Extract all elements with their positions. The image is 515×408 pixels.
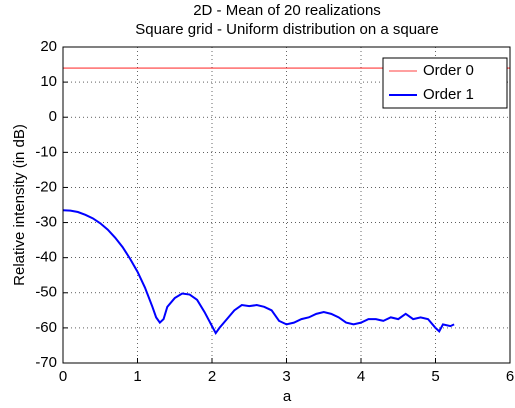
- y-tick-label: -40: [35, 249, 57, 266]
- x-axis-label: a: [283, 388, 292, 405]
- x-tick-label: 4: [357, 368, 365, 385]
- x-tick-label: 1: [133, 368, 141, 385]
- y-tick-label: -60: [35, 319, 57, 336]
- y-tick-label: -10: [35, 143, 57, 160]
- x-tick-label: 5: [431, 368, 439, 385]
- y-tick-label: -20: [35, 178, 57, 195]
- legend-label: Order 1: [423, 86, 474, 103]
- series-line: [62, 209, 455, 336]
- y-tick-label: -70: [35, 354, 57, 371]
- y-axis-label: Relative intensity (in dB): [11, 124, 28, 286]
- y-tick-label: 0: [49, 108, 57, 125]
- y-tick-label: 10: [40, 73, 57, 90]
- legend-label: Order 0: [423, 62, 474, 79]
- chart-subtitle: Square grid - Uniform distribution on a …: [135, 21, 439, 38]
- axes-box: [62, 46, 511, 364]
- y-tick-label: -30: [35, 214, 57, 231]
- x-tick-label: 0: [59, 368, 67, 385]
- x-tick-label: 3: [282, 368, 290, 385]
- x-tick-label: 2: [208, 368, 216, 385]
- legend-box: [382, 57, 508, 109]
- y-tick-label: 20: [40, 38, 57, 55]
- chart-title: 2D - Mean of 20 realizations: [193, 2, 381, 19]
- y-tick-label: -50: [35, 284, 57, 301]
- x-tick-label: 6: [506, 368, 514, 385]
